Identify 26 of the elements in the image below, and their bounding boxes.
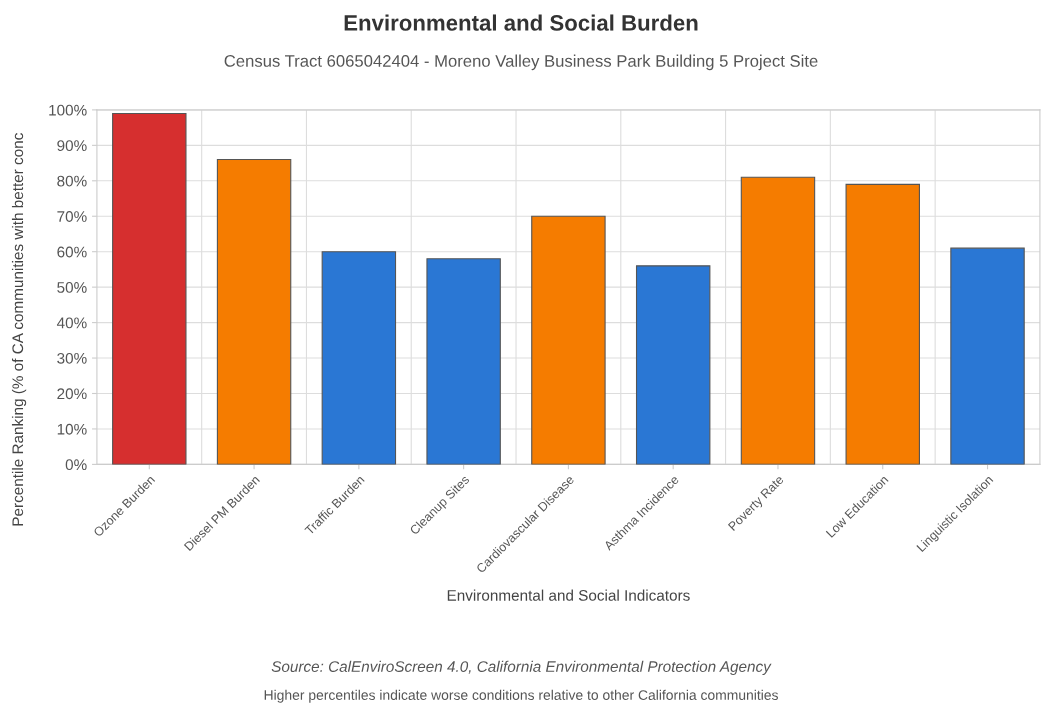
- bar: [112, 112, 187, 465]
- y-tick-label: 0%: [65, 459, 87, 471]
- y-axis-title: Percentile Ranking (% of CA communities with better conc: [11, 133, 27, 526]
- y-tick-label: 30%: [57, 352, 87, 364]
- y-tick-label: 50%: [57, 282, 87, 293]
- bar: [635, 265, 711, 465]
- y-tick-label: 60%: [57, 246, 87, 258]
- chart-subtitle: Census Tract 6065042404 - Moreno Valley Business Park Building 5 Project Site: [224, 54, 818, 71]
- y-tick-label: 80%: [57, 175, 87, 187]
- chart-title: Environmental and Social Burden: [344, 14, 698, 31]
- y-tick-label: 90%: [57, 140, 87, 152]
- source-note: Source: CalEnviroScreen 4.0, California Environmental Protection Agency: [271, 660, 772, 675]
- bar: [216, 158, 292, 465]
- x-axis-title: Environmental and Social Indicators: [447, 589, 690, 601]
- bar: [321, 251, 397, 465]
- bar: [740, 176, 816, 465]
- y-tick-label: 40%: [56, 317, 87, 329]
- bar: [531, 215, 606, 465]
- y-tick-label: 10%: [57, 423, 87, 435]
- bar: [845, 183, 920, 465]
- bar: [950, 247, 1025, 465]
- y-tick-label: 20%: [57, 388, 87, 400]
- y-tick-label: 100%: [49, 104, 87, 116]
- text: Higher percentiles indicate worse conditions relative to other California communities: [264, 689, 778, 703]
- bar: [426, 258, 501, 465]
- y-tick-label: 70%: [57, 211, 87, 222]
